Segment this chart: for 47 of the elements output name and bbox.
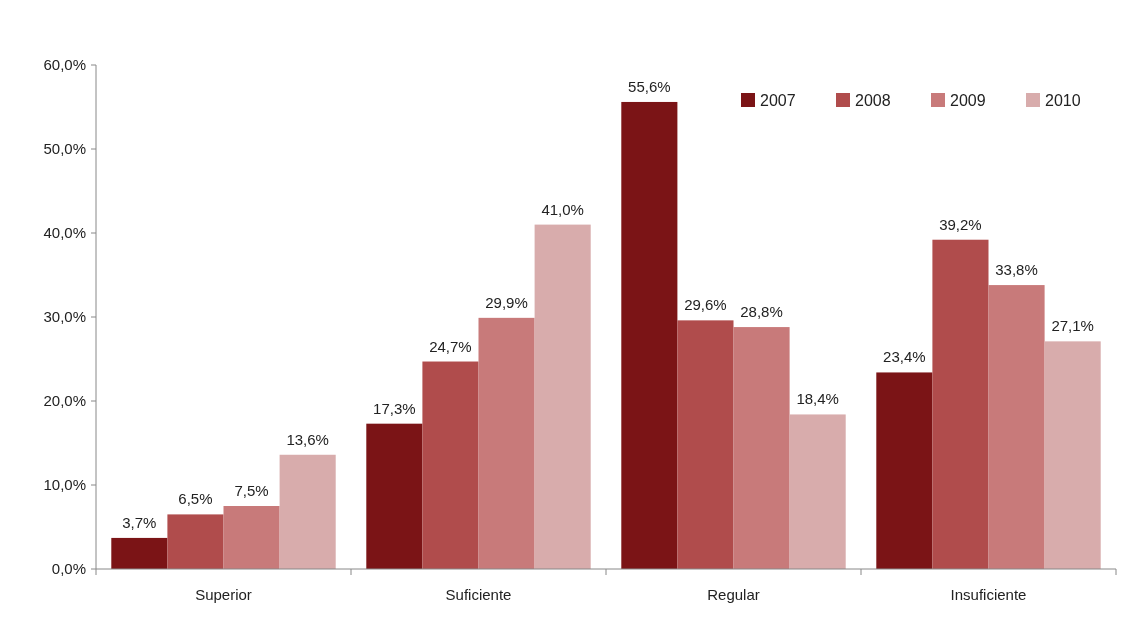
bar [111, 537, 168, 569]
bar [279, 454, 336, 569]
data-label: 17,3% [373, 399, 416, 417]
bar [621, 101, 678, 569]
data-label: 24,7% [429, 337, 472, 355]
y-tick-label: 0,0% [51, 560, 86, 578]
y-tick-label: 50,0% [43, 140, 86, 158]
bar [932, 239, 989, 569]
data-label: 3,7% [122, 513, 157, 531]
x-tick-label: Superior [195, 586, 252, 603]
data-label: 13,6% [286, 430, 329, 448]
bar [422, 361, 479, 569]
x-tick-label: Suficiente [445, 586, 512, 603]
data-label: 29,9% [485, 293, 528, 311]
bar [876, 372, 933, 569]
bar [223, 506, 280, 569]
data-label: 23,4% [883, 348, 926, 366]
data-label: 27,1% [1051, 317, 1094, 335]
y-tick-label: 10,0% [43, 476, 86, 494]
x-tick-label: Insuficiente [950, 586, 1027, 603]
data-label: 6,5% [178, 490, 213, 508]
data-label: 55,6% [628, 77, 671, 95]
bar [167, 514, 224, 569]
data-label: 7,5% [234, 482, 269, 499]
y-tick-label: 20,0% [43, 392, 86, 410]
bar [733, 327, 790, 569]
legend-label: 2009 [950, 91, 986, 109]
bar [677, 320, 734, 569]
legend-label: 2007 [760, 91, 796, 109]
legend-label: 2010 [1045, 91, 1081, 109]
data-label: 18,4% [796, 390, 839, 408]
data-label: 39,2% [939, 215, 982, 233]
bar [789, 414, 846, 569]
data-label: 29,6% [684, 296, 727, 314]
data-label: 28,8% [740, 303, 783, 321]
y-tick-label: 60,0% [43, 56, 86, 74]
y-tick-label: 30,0% [43, 308, 86, 326]
legend-label: 2008 [855, 91, 891, 109]
bar [988, 285, 1045, 569]
bar [478, 317, 535, 569]
y-tick-label: 40,0% [43, 224, 86, 242]
data-label: 41,0% [541, 200, 584, 218]
bar [1044, 341, 1101, 569]
bar [534, 224, 591, 569]
data-label: 33,8% [995, 261, 1038, 279]
x-tick-label: Regular [707, 586, 760, 603]
bar [366, 423, 423, 569]
